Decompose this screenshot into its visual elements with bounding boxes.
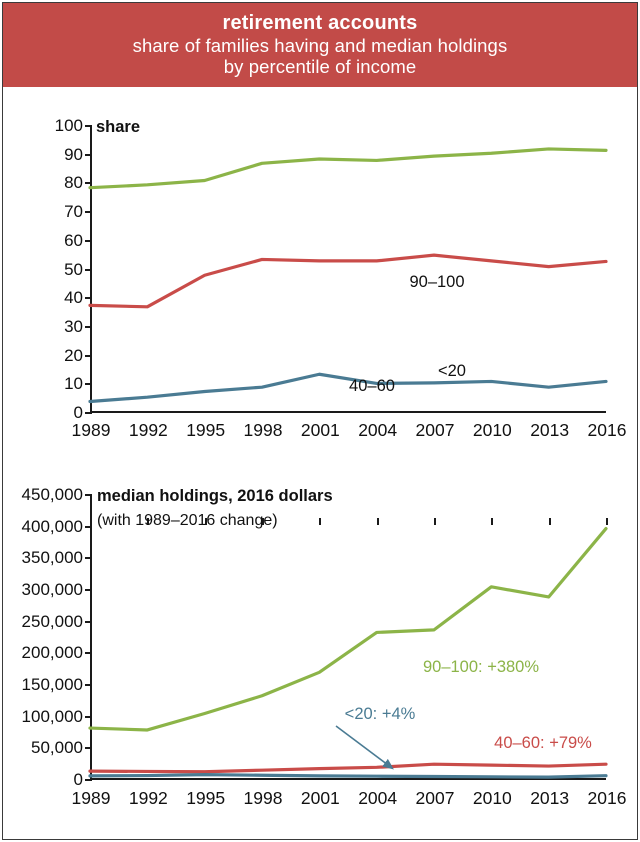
x-tick-label: 2004 bbox=[358, 420, 398, 440]
series-line-90-100 bbox=[88, 147, 608, 190]
y-tick-label: 60 bbox=[64, 230, 83, 250]
median-holdings-chart: 0 50,000 100,000 150,000 200,000 250,000 300,0… bbox=[0, 470, 640, 820]
y-tick-mark bbox=[85, 779, 92, 781]
y-tick-label: 450,000 bbox=[21, 485, 83, 504]
y-tick-mark bbox=[85, 652, 92, 655]
series-line-40-60 bbox=[88, 253, 608, 309]
y-tick-mark bbox=[85, 153, 92, 156]
median-holdings-plot bbox=[88, 526, 608, 779]
y-tick-mark bbox=[85, 412, 92, 414]
share-chart: 0 10 20 30 40 50 60 70 80 90 100 share 90–100 40–6… bbox=[0, 105, 640, 525]
y-tick-mark bbox=[85, 620, 92, 623]
median-holdings-title: median holdings, 2016 dollars bbox=[97, 487, 333, 505]
x-tick-mark bbox=[262, 518, 264, 525]
y-tick-label: 50 bbox=[64, 259, 83, 279]
series-line-90-100 bbox=[88, 526, 608, 732]
x-tick-mark bbox=[147, 518, 150, 525]
x-tick-label: 2010 bbox=[472, 420, 512, 440]
y-tick-label: 350,000 bbox=[21, 548, 83, 568]
share-series-label-under-20: <20 bbox=[438, 362, 466, 380]
y-tick-mark bbox=[85, 747, 92, 750]
median-holdings-subtitle: (with 1989–2016 change) bbox=[97, 512, 278, 529]
x-tick-label: 2013 bbox=[530, 788, 570, 808]
x-tick-label: 1995 bbox=[186, 788, 226, 808]
y-tick-mark bbox=[85, 325, 92, 328]
median-holdings-annotation-90-100: 90–100: +380% bbox=[422, 658, 540, 676]
y-tick-label: 80 bbox=[64, 173, 83, 193]
x-tick-label: 2016 bbox=[587, 788, 627, 808]
banner-subtitle-line1: share of families having and median hold… bbox=[132, 34, 508, 56]
y-tick-mark bbox=[85, 494, 92, 496]
series-line-20 bbox=[88, 372, 608, 404]
series-line-40-60 bbox=[88, 762, 608, 774]
y-tick-mark bbox=[85, 125, 92, 127]
y-tick-label: 100 bbox=[54, 116, 83, 135]
y-tick-label: 30 bbox=[64, 316, 83, 336]
y-tick-label: 40 bbox=[64, 288, 83, 308]
x-tick-label: 2016 bbox=[587, 420, 627, 440]
under-20-annotation-arrow bbox=[335, 725, 394, 770]
y-tick-label: 0 bbox=[73, 403, 83, 422]
banner-title: retirement accounts bbox=[222, 12, 418, 35]
y-tick-label: 70 bbox=[64, 202, 83, 222]
y-tick-mark bbox=[85, 383, 92, 386]
median-holdings-annotation-40-60: 40–60: +79% bbox=[494, 734, 592, 752]
x-tick-label: 2013 bbox=[530, 420, 570, 440]
x-tick-label: 2007 bbox=[415, 420, 455, 440]
y-tick-mark bbox=[85, 715, 92, 718]
y-tick-label: 400,000 bbox=[21, 516, 83, 536]
share-series-label-90-100: 90–100 bbox=[409, 273, 465, 291]
y-tick-mark bbox=[85, 268, 92, 271]
y-tick-mark bbox=[85, 297, 92, 300]
header-banner: retirement accounts share of families ha… bbox=[3, 3, 637, 87]
y-tick-mark bbox=[85, 589, 92, 591]
y-tick-label: 300,000 bbox=[21, 580, 83, 599]
y-tick-label: 50,000 bbox=[31, 738, 83, 758]
median-holdings-annotation-under-20: <20: +4% bbox=[344, 705, 416, 723]
x-tick-mark bbox=[548, 518, 551, 525]
y-tick-label: 90 bbox=[64, 144, 83, 164]
x-tick-mark bbox=[376, 518, 379, 525]
share-chart-title: share bbox=[96, 118, 141, 136]
y-tick-label: 10 bbox=[64, 374, 83, 394]
x-tick-label: 1998 bbox=[243, 788, 283, 808]
x-tick-label: 1992 bbox=[128, 420, 168, 440]
y-tick-mark bbox=[85, 525, 92, 528]
x-tick-label: 2001 bbox=[300, 420, 340, 440]
median-holdings-y-axis-line bbox=[90, 495, 92, 780]
x-tick-label: 1995 bbox=[186, 420, 226, 440]
x-tick-label: 2007 bbox=[415, 788, 455, 808]
x-tick-label: 2010 bbox=[472, 788, 512, 808]
y-tick-mark bbox=[85, 557, 92, 560]
median-holdings-x-axis-line bbox=[90, 778, 606, 780]
y-tick-label: 100,000 bbox=[21, 706, 83, 726]
x-tick-label: 1989 bbox=[71, 788, 111, 808]
x-tick-mark bbox=[434, 518, 436, 525]
series-line-20 bbox=[88, 773, 608, 779]
share-chart-plot bbox=[88, 147, 608, 404]
x-tick-label: 2001 bbox=[300, 788, 340, 808]
x-tick-mark bbox=[319, 518, 322, 525]
y-tick-label: 20 bbox=[64, 345, 83, 365]
y-tick-mark bbox=[85, 354, 92, 357]
y-tick-mark bbox=[85, 239, 92, 242]
y-tick-label: 0 bbox=[73, 770, 83, 789]
x-tick-mark bbox=[606, 518, 608, 525]
x-tick-label: 1992 bbox=[128, 788, 168, 808]
x-tick-mark bbox=[204, 518, 207, 525]
y-tick-mark bbox=[85, 182, 92, 185]
y-tick-mark bbox=[85, 211, 92, 214]
share-chart-x-axis-line bbox=[90, 411, 606, 413]
share-series-label-40-60: 40–60 bbox=[349, 377, 395, 395]
y-tick-label: 250,000 bbox=[21, 611, 83, 631]
banner-subtitle-line2: by percentile of income bbox=[223, 55, 417, 77]
x-tick-label: 1998 bbox=[243, 420, 283, 440]
y-tick-label: 200,000 bbox=[21, 643, 83, 663]
x-tick-label: 2004 bbox=[358, 788, 398, 808]
x-tick-mark bbox=[491, 518, 494, 525]
x-tick-label: 1989 bbox=[71, 420, 111, 440]
y-tick-mark bbox=[85, 684, 92, 686]
y-tick-label: 150,000 bbox=[21, 675, 83, 694]
